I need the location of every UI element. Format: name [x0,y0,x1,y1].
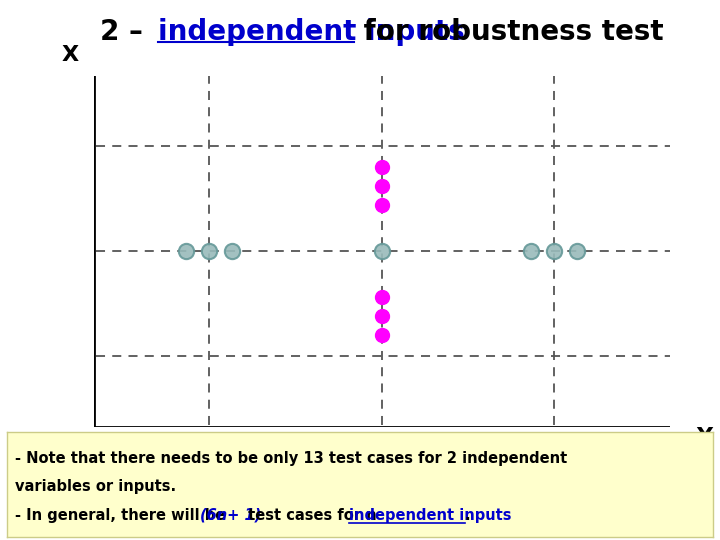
Text: 2 –: 2 – [100,18,153,46]
Text: independent inputs: independent inputs [349,508,511,523]
Text: variables or inputs.: variables or inputs. [15,480,176,495]
Text: .: . [465,508,470,523]
Text: Y: Y [696,427,712,447]
Text: (6n+ 1): (6n+ 1) [199,508,261,523]
Text: X: X [62,44,79,65]
Text: - In general, there will be: - In general, there will be [15,508,230,523]
Text: for robustness test: for robustness test [354,18,664,46]
Text: independent inputs: independent inputs [158,18,464,46]
Text: - Note that there needs to be only 13 test cases for 2 independent: - Note that there needs to be only 13 te… [15,451,567,466]
Text: test cases for n: test cases for n [243,508,382,523]
